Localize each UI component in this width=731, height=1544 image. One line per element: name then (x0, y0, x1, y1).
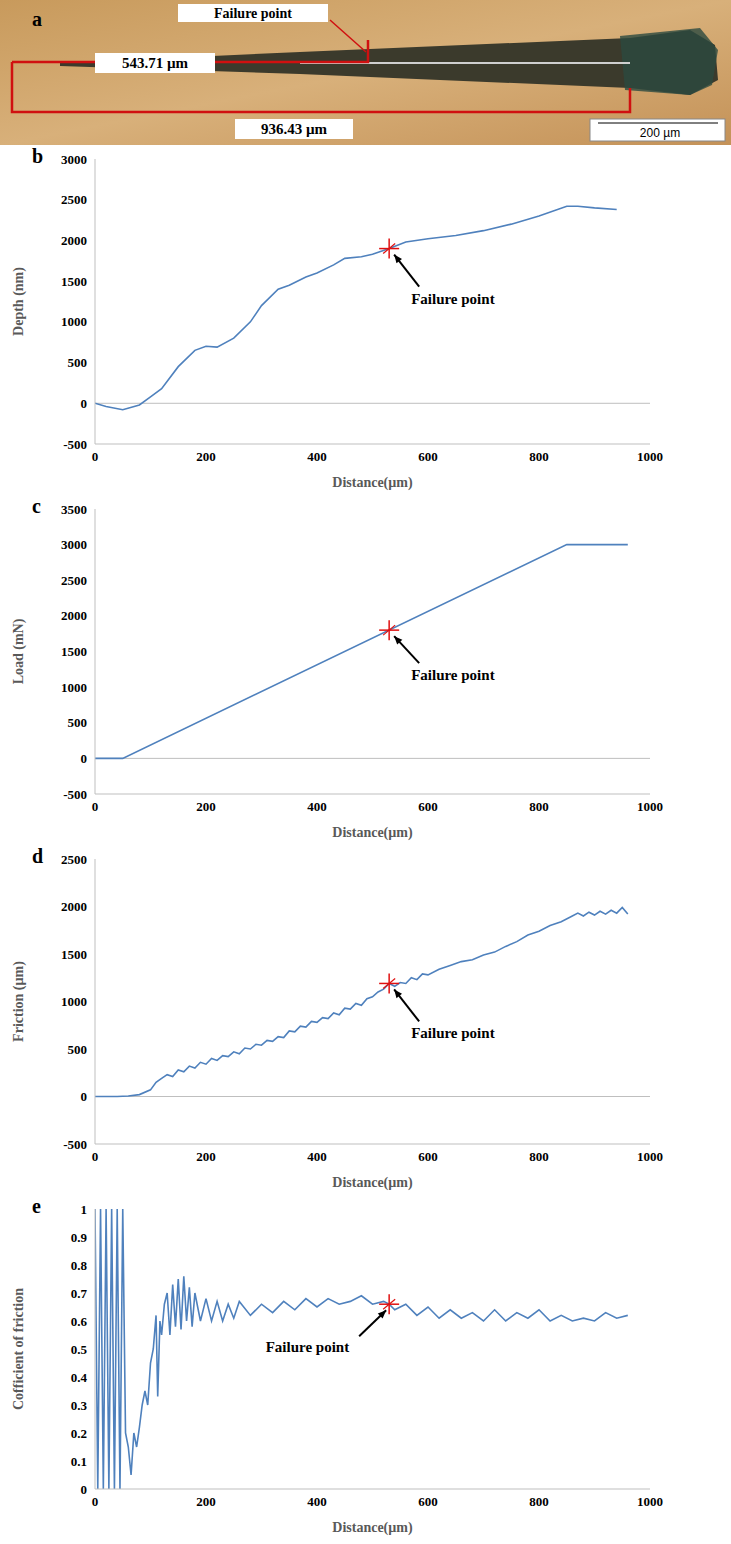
svg-text:200: 200 (196, 449, 216, 464)
svg-text:0.9: 0.9 (71, 1230, 88, 1245)
svg-text:0.5: 0.5 (71, 1342, 88, 1357)
svg-text:0: 0 (81, 1089, 88, 1104)
svg-text:Load (mN): Load (mN) (11, 618, 27, 684)
svg-text:200 µm: 200 µm (640, 126, 680, 140)
svg-text:0: 0 (81, 1482, 88, 1497)
svg-text:800: 800 (529, 799, 549, 814)
svg-text:1000: 1000 (637, 799, 663, 814)
svg-text:Cofficient of friction: Cofficient of friction (11, 1288, 26, 1410)
svg-text:200: 200 (196, 1494, 216, 1509)
svg-text:3000: 3000 (61, 537, 87, 552)
svg-text:200: 200 (196, 799, 216, 814)
svg-text:400: 400 (307, 1149, 327, 1164)
svg-text:0.3: 0.3 (71, 1398, 88, 1413)
svg-text:400: 400 (307, 1494, 327, 1509)
svg-text:1: 1 (81, 1202, 88, 1217)
svg-text:2000: 2000 (61, 233, 87, 248)
svg-text:Failure point: Failure point (411, 1025, 494, 1041)
svg-text:1000: 1000 (61, 314, 87, 329)
svg-text:2500: 2500 (61, 573, 87, 588)
svg-text:0.2: 0.2 (71, 1426, 87, 1441)
svg-text:600: 600 (418, 1494, 438, 1509)
svg-text:3000: 3000 (61, 152, 87, 167)
svg-text:Distance(µm): Distance(µm) (332, 475, 413, 491)
svg-text:0.8: 0.8 (71, 1258, 88, 1273)
svg-text:936.43 µm: 936.43 µm (261, 121, 328, 137)
svg-text:-500: -500 (63, 1137, 87, 1152)
svg-text:800: 800 (529, 1494, 549, 1509)
svg-text:800: 800 (529, 1149, 549, 1164)
svg-text:1000: 1000 (637, 449, 663, 464)
svg-text:1000: 1000 (61, 680, 87, 695)
svg-text:0: 0 (92, 799, 99, 814)
svg-text:400: 400 (307, 449, 327, 464)
svg-text:2000: 2000 (61, 899, 87, 914)
svg-text:1500: 1500 (61, 947, 87, 962)
html-text:b: b (32, 145, 44, 167)
svg-text:600: 600 (418, 799, 438, 814)
svg-text:2500: 2500 (61, 852, 87, 867)
svg-text:-500: -500 (63, 437, 87, 452)
svg-text:Friction (µm): Friction (µm) (11, 961, 27, 1042)
svg-text:500: 500 (68, 1042, 88, 1057)
svg-text:600: 600 (418, 449, 438, 464)
svg-text:543.71 µm: 543.71 µm (122, 55, 189, 71)
svg-text:2500: 2500 (61, 192, 87, 207)
svg-text:0.6: 0.6 (71, 1314, 88, 1329)
html-text:e: e (32, 1195, 41, 1217)
svg-text:0: 0 (81, 751, 88, 766)
svg-text:0: 0 (92, 1494, 99, 1509)
svg-text:Failure point: Failure point (411, 667, 494, 683)
svg-text:1500: 1500 (61, 644, 87, 659)
svg-text:600: 600 (418, 1149, 438, 1164)
svg-text:0: 0 (92, 1149, 99, 1164)
html-text:d: d (32, 845, 44, 867)
svg-text:Failure point: Failure point (266, 1339, 349, 1355)
svg-text:1000: 1000 (61, 994, 87, 1009)
svg-text:200: 200 (196, 1149, 216, 1164)
svg-text:0: 0 (81, 396, 88, 411)
svg-text:1500: 1500 (61, 274, 87, 289)
svg-text:0.7: 0.7 (71, 1286, 88, 1301)
svg-text:2000: 2000 (61, 608, 87, 623)
svg-text:Distance(µm): Distance(µm) (332, 1175, 413, 1191)
svg-text:Distance(µm): Distance(µm) (332, 825, 413, 841)
svg-text:a: a (32, 8, 42, 30)
svg-text:500: 500 (68, 715, 88, 730)
svg-text:-500: -500 (63, 787, 87, 802)
svg-text:Failure point: Failure point (411, 291, 494, 307)
svg-text:Depth (nm): Depth (nm) (11, 267, 27, 336)
svg-text:1000: 1000 (637, 1494, 663, 1509)
svg-text:500: 500 (68, 355, 88, 370)
svg-text:0.1: 0.1 (71, 1454, 87, 1469)
svg-text:Failure point: Failure point (214, 6, 292, 21)
svg-text:1000: 1000 (637, 1149, 663, 1164)
svg-text:800: 800 (529, 449, 549, 464)
svg-text:Distance(µm): Distance(µm) (332, 1520, 413, 1536)
svg-text:0.4: 0.4 (71, 1370, 88, 1385)
svg-text:3500: 3500 (61, 502, 87, 517)
html-text:c: c (32, 495, 41, 517)
svg-text:0: 0 (92, 449, 99, 464)
svg-text:400: 400 (307, 799, 327, 814)
